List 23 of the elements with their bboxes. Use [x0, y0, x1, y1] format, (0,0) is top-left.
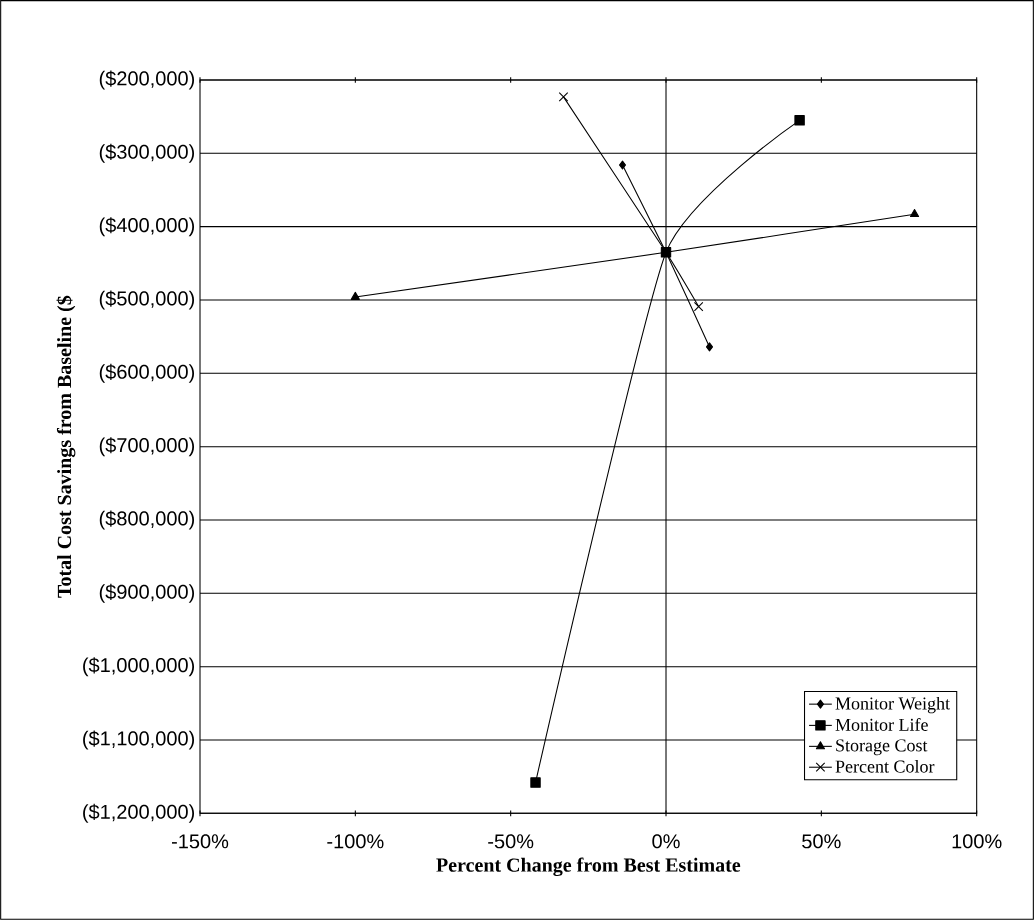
y-tick-label: ($400,000): [99, 217, 195, 237]
y-tick-label: ($900,000): [99, 583, 195, 603]
y-tick-label: ($1,000,000): [83, 657, 195, 677]
x-tick-label: 50%: [802, 834, 841, 849]
x-tick-label: -150%: [171, 834, 229, 849]
x-tick-label: 100%: [952, 834, 1002, 849]
x-tick-label: 0%: [652, 834, 680, 849]
y-tick-label: ($1,200,000): [83, 803, 195, 823]
legend-label: Monitor Life: [835, 718, 928, 731]
y-tick-label: ($1,100,000): [83, 730, 195, 750]
legend-label: Monitor Weight: [835, 696, 950, 714]
legend-label: Storage Cost: [836, 739, 928, 756]
y-tick-label: ($200,000): [99, 70, 195, 90]
y-tick-label: ($300,000): [99, 143, 195, 163]
y-tick-label: ($600,000): [99, 363, 195, 383]
legend-label: Percent Color: [835, 759, 935, 773]
x-tick-label: -100%: [327, 834, 384, 849]
y-tick-label: ($700,000): [99, 437, 195, 457]
x-axis-title: Percent Change from Best Estimate: [436, 857, 741, 877]
y-tick-label: ($800,000): [99, 510, 195, 530]
y-axis-title: Total Cost Savings from Baseline ($: [56, 295, 76, 598]
y-tick-label: ($500,000): [99, 290, 195, 310]
x-tick-label: -50%: [488, 834, 534, 849]
